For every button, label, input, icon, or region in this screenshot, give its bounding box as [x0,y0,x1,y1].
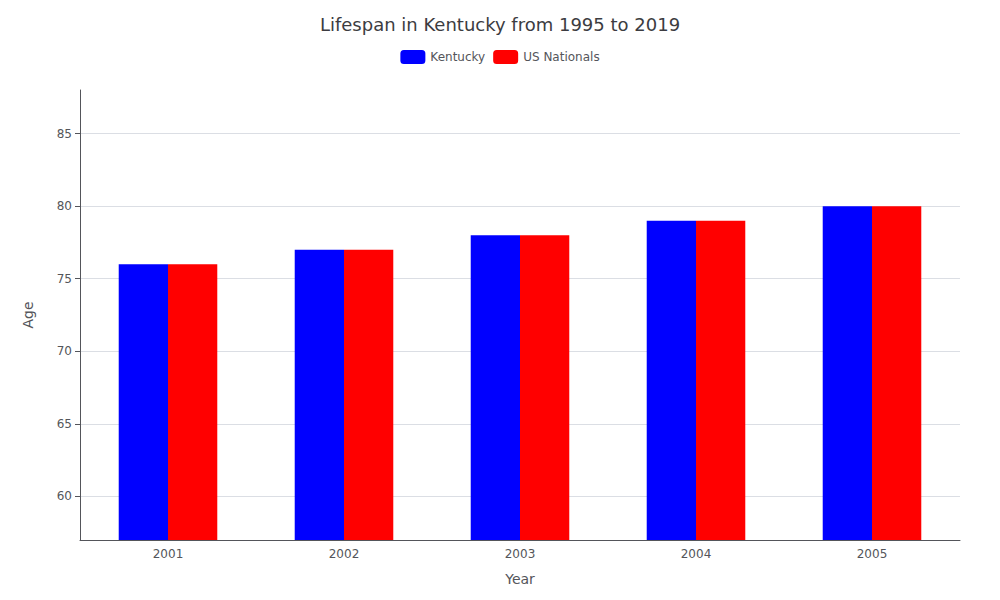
svg-text:70: 70 [57,344,72,358]
svg-text:Kentucky: Kentucky [430,50,485,64]
svg-text:2005: 2005 [857,547,888,561]
svg-text:80: 80 [57,199,72,213]
svg-text:Age: Age [20,301,36,328]
svg-text:2002: 2002 [329,547,360,561]
svg-text:65: 65 [57,417,72,431]
svg-text:2003: 2003 [505,547,536,561]
svg-text:2001: 2001 [153,547,184,561]
svg-text:Lifespan in Kentucky from 1995: Lifespan in Kentucky from 1995 to 2019 [320,14,680,35]
svg-text:2004: 2004 [681,547,712,561]
svg-text:Year: Year [504,571,535,587]
svg-text:US Nationals: US Nationals [523,50,599,64]
svg-text:75: 75 [57,272,72,286]
svg-text:85: 85 [57,127,72,141]
svg-text:60: 60 [57,489,72,503]
